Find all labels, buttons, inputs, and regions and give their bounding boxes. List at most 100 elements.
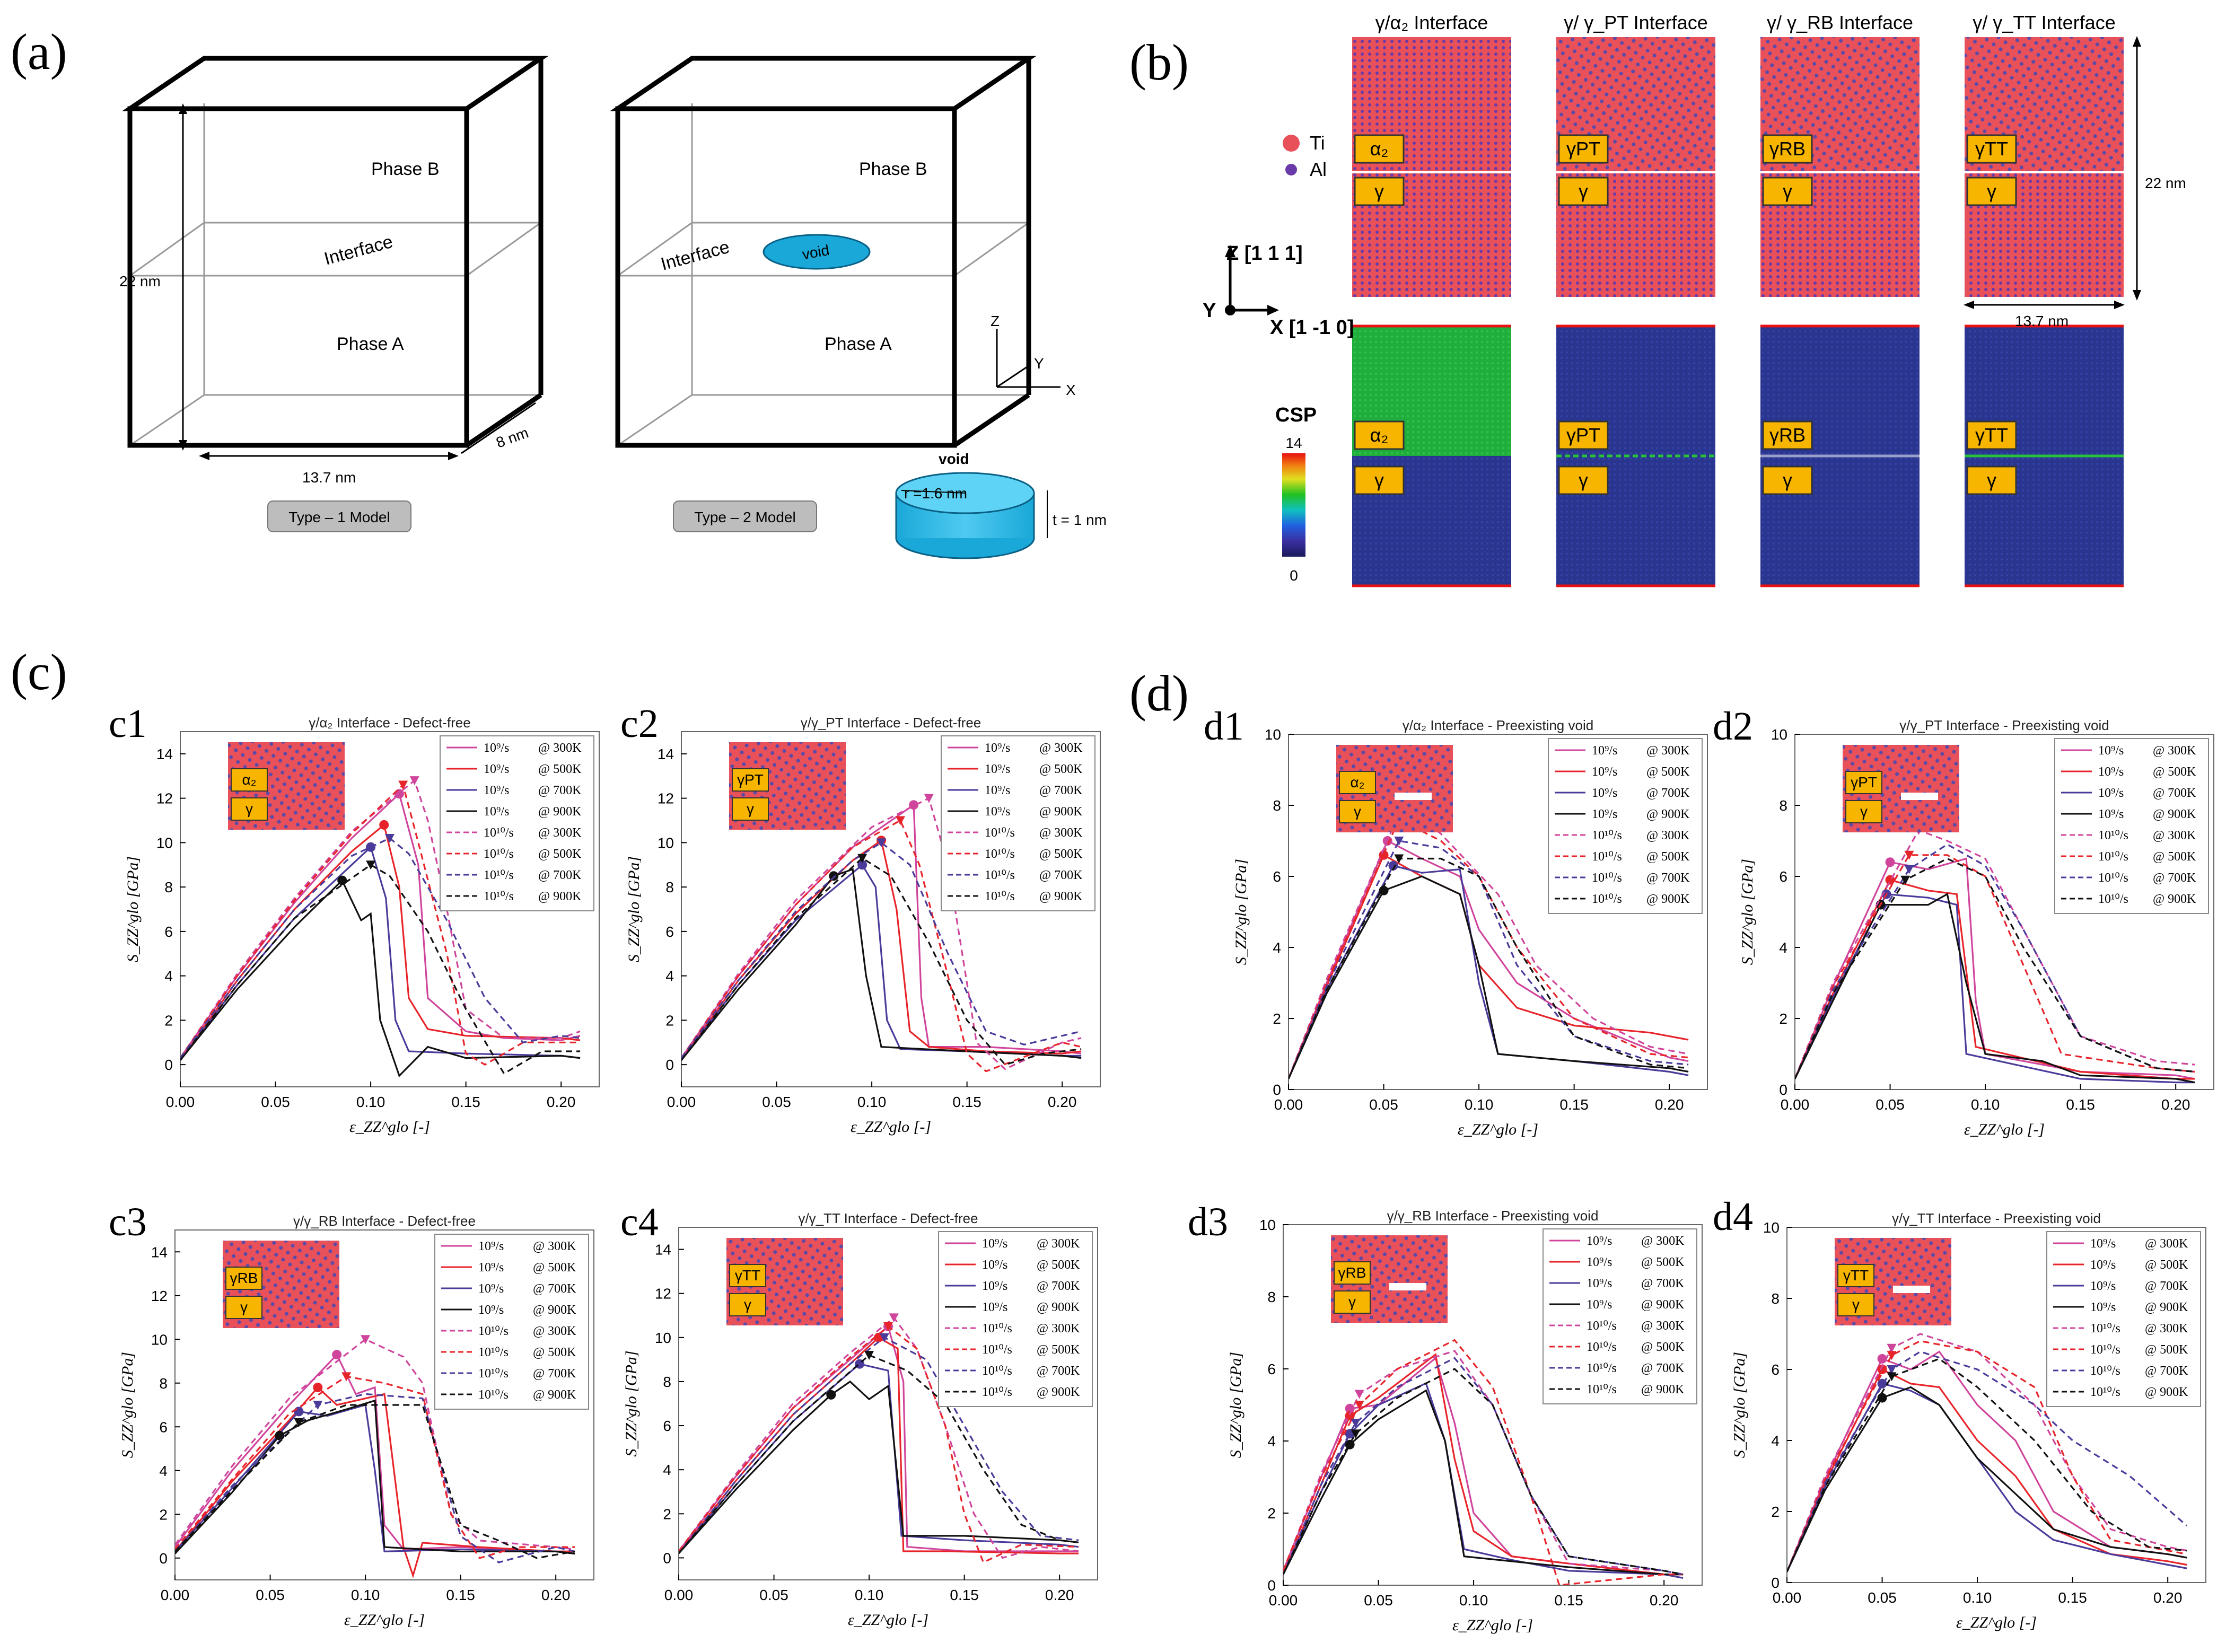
inset-phase-label-top-d1: α₂: [1350, 774, 1364, 790]
x-tick-label-c3-1: 0.05: [256, 1587, 285, 1603]
y-tick-label-d2-3: 6: [1779, 868, 1787, 885]
inset-phase-label-top-c4: γTT: [735, 1267, 760, 1284]
legend-temp-d3-7: @ 700K: [1641, 1361, 1685, 1375]
y-tick-label-c2-5: 10: [658, 834, 674, 851]
series-line-d2-6: [1795, 854, 2195, 1079]
peak-marker-c1-8: [366, 860, 376, 870]
peak-marker-d2-6: [1904, 850, 1914, 860]
inset-phase-label-top-d3: γRB: [1338, 1264, 1366, 1281]
y-tick-label-d3-5: 10: [1259, 1217, 1276, 1233]
legend-box-c3: [434, 1234, 589, 1410]
legend-rate-d2-3: 10⁹/s: [2098, 786, 2124, 800]
y-tick-label-d1-2: 4: [1273, 939, 1281, 956]
series-group-c2: [681, 794, 1082, 1073]
peak-marker-d1-8: [1394, 854, 1404, 864]
peak-marker-c2-6: [895, 816, 905, 825]
peak-marker-d2-8: [1900, 875, 1910, 885]
inset-phase-label-top-c1: α₂: [242, 771, 256, 788]
x-tick-label-c2-4: 0.20: [1048, 1094, 1077, 1110]
peak-marker-d3-2: [1345, 1411, 1355, 1421]
y-tick-label-c1-0: 0: [164, 1057, 173, 1073]
peak-marker-c4-6: [883, 1322, 893, 1332]
series-line-c2-8: [681, 857, 1082, 1066]
legend-temp-c1-5: @ 300K: [538, 826, 582, 840]
legend-rate-d1-4: 10⁹/s: [1592, 807, 1617, 821]
y-tick-label-d1-5: 10: [1265, 726, 1281, 743]
csp-phase-label-top-2: γPT: [1566, 424, 1600, 446]
series-line-c4-8: [679, 1354, 1079, 1554]
y-tick-label-d1-4: 8: [1273, 797, 1281, 814]
csp-phase-label-top-1: α₂: [1370, 424, 1389, 446]
x-axis-label-d3: ε_ZZ^glo [-]: [1452, 1616, 1533, 1634]
series-line-d1-3: [1289, 865, 1689, 1079]
legend-rate-c3-8: 10¹⁰/s: [478, 1388, 509, 1402]
series-group-d2: [1795, 825, 2195, 1084]
legend-rate-c3-2: 10⁹/s: [478, 1261, 504, 1275]
axis-z-label: Z: [991, 313, 1000, 329]
y-tick-label-c1-2: 4: [164, 968, 173, 985]
x-tick-label-d1-2: 0.10: [1465, 1096, 1494, 1113]
y-tick-label-d4-3: 6: [1771, 1361, 1780, 1378]
csp-phase-box-bottom-3: [1762, 465, 1813, 495]
legend-temp-d3-5: @ 300K: [1641, 1319, 1685, 1333]
legend-temp-c3-1: @ 300K: [533, 1240, 576, 1253]
axis-y-direction: Y: [1203, 300, 1216, 322]
csp-phase-box-top-3: [1762, 420, 1813, 450]
legend-rate-c4-2: 10⁹/s: [982, 1258, 1007, 1272]
panel-label-a: (a): [11, 23, 67, 80]
legend-temp-c2-8: @ 900K: [1039, 890, 1083, 903]
legend-temp-d2-5: @ 300K: [2153, 829, 2196, 842]
csp-phase-box-top-4: [1966, 420, 2017, 450]
csp-phase-box-bottom-1: [1354, 465, 1405, 495]
phase-label-bottom-1: γ: [1374, 180, 1384, 202]
legend-temp-d3-3: @ 700K: [1641, 1277, 1685, 1290]
model1-phase-a: Phase A: [337, 334, 404, 354]
y-axis-label-d2: S_ZZ^glo [GPa]: [1739, 859, 1756, 965]
y-tick-label-d4-2: 4: [1771, 1433, 1780, 1449]
axis-y-dot: [1225, 305, 1235, 315]
y-tick-label-c3-5: 10: [151, 1331, 168, 1348]
chart-title-d3: γ/γ_RB Interface - Preexisting void: [1387, 1208, 1599, 1224]
legend-rate-c2-6: 10¹⁰/s: [985, 847, 1015, 861]
chart-title-d4: γ/γ_TT Interface - Preexisting void: [1892, 1210, 2101, 1226]
peak-marker-d4-8: [1887, 1372, 1897, 1382]
inset-phase-box-top-c4: [729, 1264, 766, 1287]
series-line-c1-8: [180, 864, 581, 1075]
legend-temp-c3-4: @ 900K: [533, 1303, 576, 1317]
legend-temp-d1-2: @ 500K: [1646, 765, 1690, 779]
chart-title-c4: γ/γ_TT Interface - Defect-free: [798, 1210, 978, 1226]
y-axis-label-c4: S_ZZ^glo [GPa]: [623, 1350, 640, 1456]
x-tick-label-d3-0: 0.00: [1269, 1592, 1298, 1609]
panel-a: Phase B Interface Phase A 22 nm 13.7 nm …: [119, 56, 1107, 559]
subplot-label-d3: d3: [1188, 1200, 1228, 1244]
y-axis-label-d3: S_ZZ^glo [GPa]: [1227, 1352, 1245, 1458]
legend-temp-c4-1: @ 300K: [1037, 1237, 1080, 1251]
x-axis-label-c1: ε_ZZ^glo [-]: [349, 1118, 430, 1136]
chart-c1: γ/α₂ Interface - Defect-free 0.00 0.05 0.10…: [124, 715, 600, 1136]
x-tick-label-d1-3: 0.15: [1559, 1096, 1589, 1113]
series-line-c3-3: [175, 1403, 575, 1555]
peak-marker-c4-4: [826, 1390, 836, 1400]
chart-c3: γ/γ_RB Interface - Defect-free 0.00 0.05 0.…: [119, 1213, 594, 1629]
inset-phase-label-top-c3: γRB: [230, 1270, 258, 1286]
subplot-label-c4: c4: [620, 1200, 659, 1244]
legend-temp-d4-8: @ 900K: [2145, 1385, 2188, 1399]
peak-marker-c1-2: [379, 820, 389, 830]
legend-temp-d2-4: @ 900K: [2153, 807, 2196, 821]
x-tick-label-d4-1: 0.05: [1868, 1589, 1897, 1606]
series-group-c1: [180, 776, 581, 1078]
csp-phase-label-bottom-1: γ: [1374, 469, 1384, 491]
peak-marker-c3-6: [341, 1372, 352, 1382]
legend-box-c4: [938, 1231, 1093, 1407]
y-tick-label-d3-4: 8: [1267, 1289, 1276, 1305]
legend-temp-d2-8: @ 900K: [2153, 892, 2196, 906]
y-tick-label-d4-5: 10: [1763, 1219, 1780, 1236]
y-tick-label-d2-5: 10: [1771, 726, 1787, 743]
y-tick-label-c4-3: 6: [663, 1418, 671, 1434]
series-line-d4-7: [1787, 1350, 2188, 1572]
series-line-c1-4: [180, 878, 581, 1078]
x-tick-label-c1-1: 0.05: [261, 1094, 290, 1110]
inset-phase-box-bottom-c3: [225, 1296, 262, 1319]
series-line-d1-4: [1289, 875, 1689, 1079]
legend-temp-d4-7: @ 700K: [2145, 1364, 2188, 1378]
